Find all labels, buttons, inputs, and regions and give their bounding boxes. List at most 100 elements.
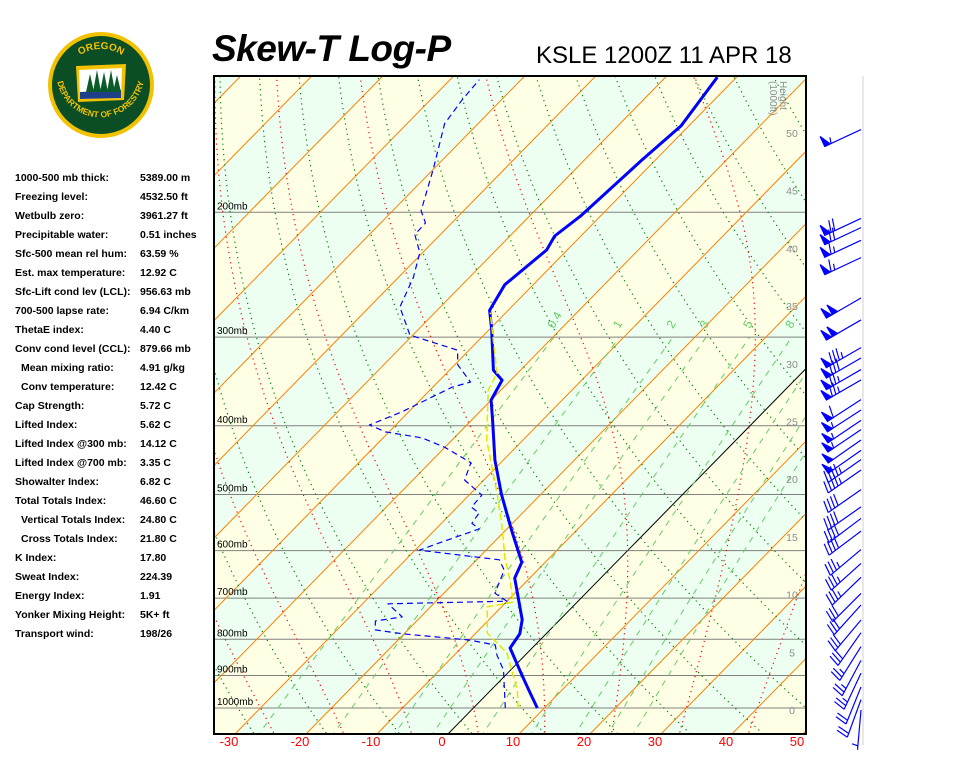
stat-label: Yonker Mixing Height: (15, 608, 126, 621)
wind-barb (829, 632, 862, 666)
wind-flag-icon (821, 433, 834, 444)
stat-label: Freezing level: (15, 190, 88, 203)
wind-half-barb (840, 684, 847, 690)
wind-full-barb (833, 536, 840, 549)
station-time-label: KSLE 1200Z 11 APR 18 (536, 42, 792, 69)
stat-value: 63.59 % (140, 247, 179, 260)
stat-label: K Index: (15, 551, 57, 564)
wind-half-barb (830, 421, 834, 429)
stat-value: 24.80 C (140, 513, 177, 526)
wind-full-barb (829, 513, 836, 526)
wind-half-barb (830, 432, 835, 440)
stat-value: 956.63 mb (140, 285, 191, 298)
plot-sounding (368, 77, 719, 709)
wind-barb (819, 217, 862, 237)
wind-barb-staff (833, 604, 862, 636)
wind-half-barb (830, 442, 835, 449)
wind-flag-icon (819, 234, 832, 246)
wind-full-barb (827, 640, 836, 651)
zero-isotherm-line (448, 368, 805, 733)
wind-full-barb (830, 558, 838, 571)
stat-label: Showalter Index: (15, 475, 100, 488)
stat-value: 6.82 C (140, 475, 171, 488)
wind-barb-staff (846, 699, 862, 738)
temperature-tick-label: 40 (719, 734, 733, 749)
wind-barb (824, 549, 862, 576)
wind-barb (823, 530, 862, 556)
isotherm-band (215, 79, 805, 733)
stat-row: Energy Index: 1.91 (15, 586, 215, 605)
wind-flag-icon (820, 389, 833, 401)
page-title: Skew-T Log-P (212, 28, 451, 69)
wind-flag-icon (820, 307, 833, 319)
isotherm-line (519, 441, 805, 733)
wind-full-barb (828, 242, 832, 255)
wind-full-barb (828, 229, 832, 242)
wind-flag-icon (820, 421, 834, 433)
wind-barb (836, 699, 862, 738)
stat-row: Sweat Index: 224.39 (15, 567, 215, 586)
stat-value: 5389.00 m (140, 171, 191, 184)
wind-full-barb (834, 683, 845, 693)
wind-half-barb (838, 467, 842, 474)
wind-full-barb (826, 515, 833, 528)
wind-barb (820, 319, 862, 341)
stat-label: 700-500 lapse rate: (15, 304, 109, 317)
isobar-label: 700mb (217, 587, 248, 598)
wind-full-barb (831, 652, 841, 663)
wind-full-barb (832, 667, 843, 678)
wind-full-barb (835, 716, 847, 725)
height-tick-label: 10 (786, 590, 798, 602)
wind-flag-icon (820, 357, 833, 369)
wind-full-barb (835, 348, 840, 361)
stat-row: Showalter Index: 6.82 C (15, 472, 215, 491)
wind-full-barb (831, 588, 839, 600)
stat-row: Yonker Mixing Height: 5K+ ft (15, 605, 215, 624)
mixing-ratio-line (333, 336, 620, 733)
stat-row: Lifted Index @300 mb: 14.12 C (15, 434, 215, 453)
wind-full-barb (825, 594, 833, 606)
stat-label: Lifted Index: (15, 418, 78, 431)
dry-adiabat-line (338, 77, 691, 733)
dry-adiabat-line (51, 55, 184, 737)
stat-value: 224.39 (140, 570, 173, 583)
wind-flag-icon (819, 224, 832, 237)
wind-barb (823, 506, 862, 531)
stat-label: Total Totals Index: (15, 494, 107, 507)
wind-barb (830, 646, 862, 681)
temperature-tick-label: 0 (438, 734, 445, 749)
wind-barb (820, 399, 862, 423)
mixing-ratio-line (394, 336, 674, 733)
stat-row: Conv cond level (CCL): 879.66 mb (15, 339, 215, 358)
wind-flag-icon (819, 135, 832, 148)
isobar-label: 500mb (217, 484, 248, 495)
stat-row: K Index: 17.80 (15, 548, 215, 567)
stat-value: 21.80 C (140, 532, 177, 545)
height-tick-label: 35 (786, 301, 798, 313)
wind-full-barb (823, 518, 829, 531)
stat-value: 4.40 C (140, 323, 171, 336)
wind-half-barb (832, 246, 836, 253)
wind-barb-staff (828, 530, 862, 556)
wind-barb-staff (834, 619, 862, 652)
wind-barb (819, 128, 862, 148)
wind-full-barb (831, 372, 837, 385)
height-tick-label: 50 (786, 128, 798, 140)
temperature-tick-label: -20 (291, 734, 310, 749)
stat-value: 3961.27 ft (140, 209, 188, 222)
stat-label: Cross Totals Index: (21, 532, 118, 545)
wind-barb (820, 297, 862, 319)
stat-value: 0.51 inches (140, 228, 197, 241)
isotherm-line (215, 77, 525, 393)
wind-barb (827, 619, 862, 652)
wind-full-barb (835, 697, 847, 707)
wind-full-barb (825, 610, 834, 623)
isotherm-line (0, 55, 190, 737)
wind-barb-staff (830, 562, 862, 591)
stat-value: 4532.50 ft (140, 190, 188, 203)
stat-value: 12.92 C (140, 266, 177, 279)
wind-barb (823, 489, 862, 514)
wind-full-barb (823, 500, 829, 513)
isotherm-line (306, 223, 805, 733)
stat-value: 1.91 (140, 589, 161, 602)
